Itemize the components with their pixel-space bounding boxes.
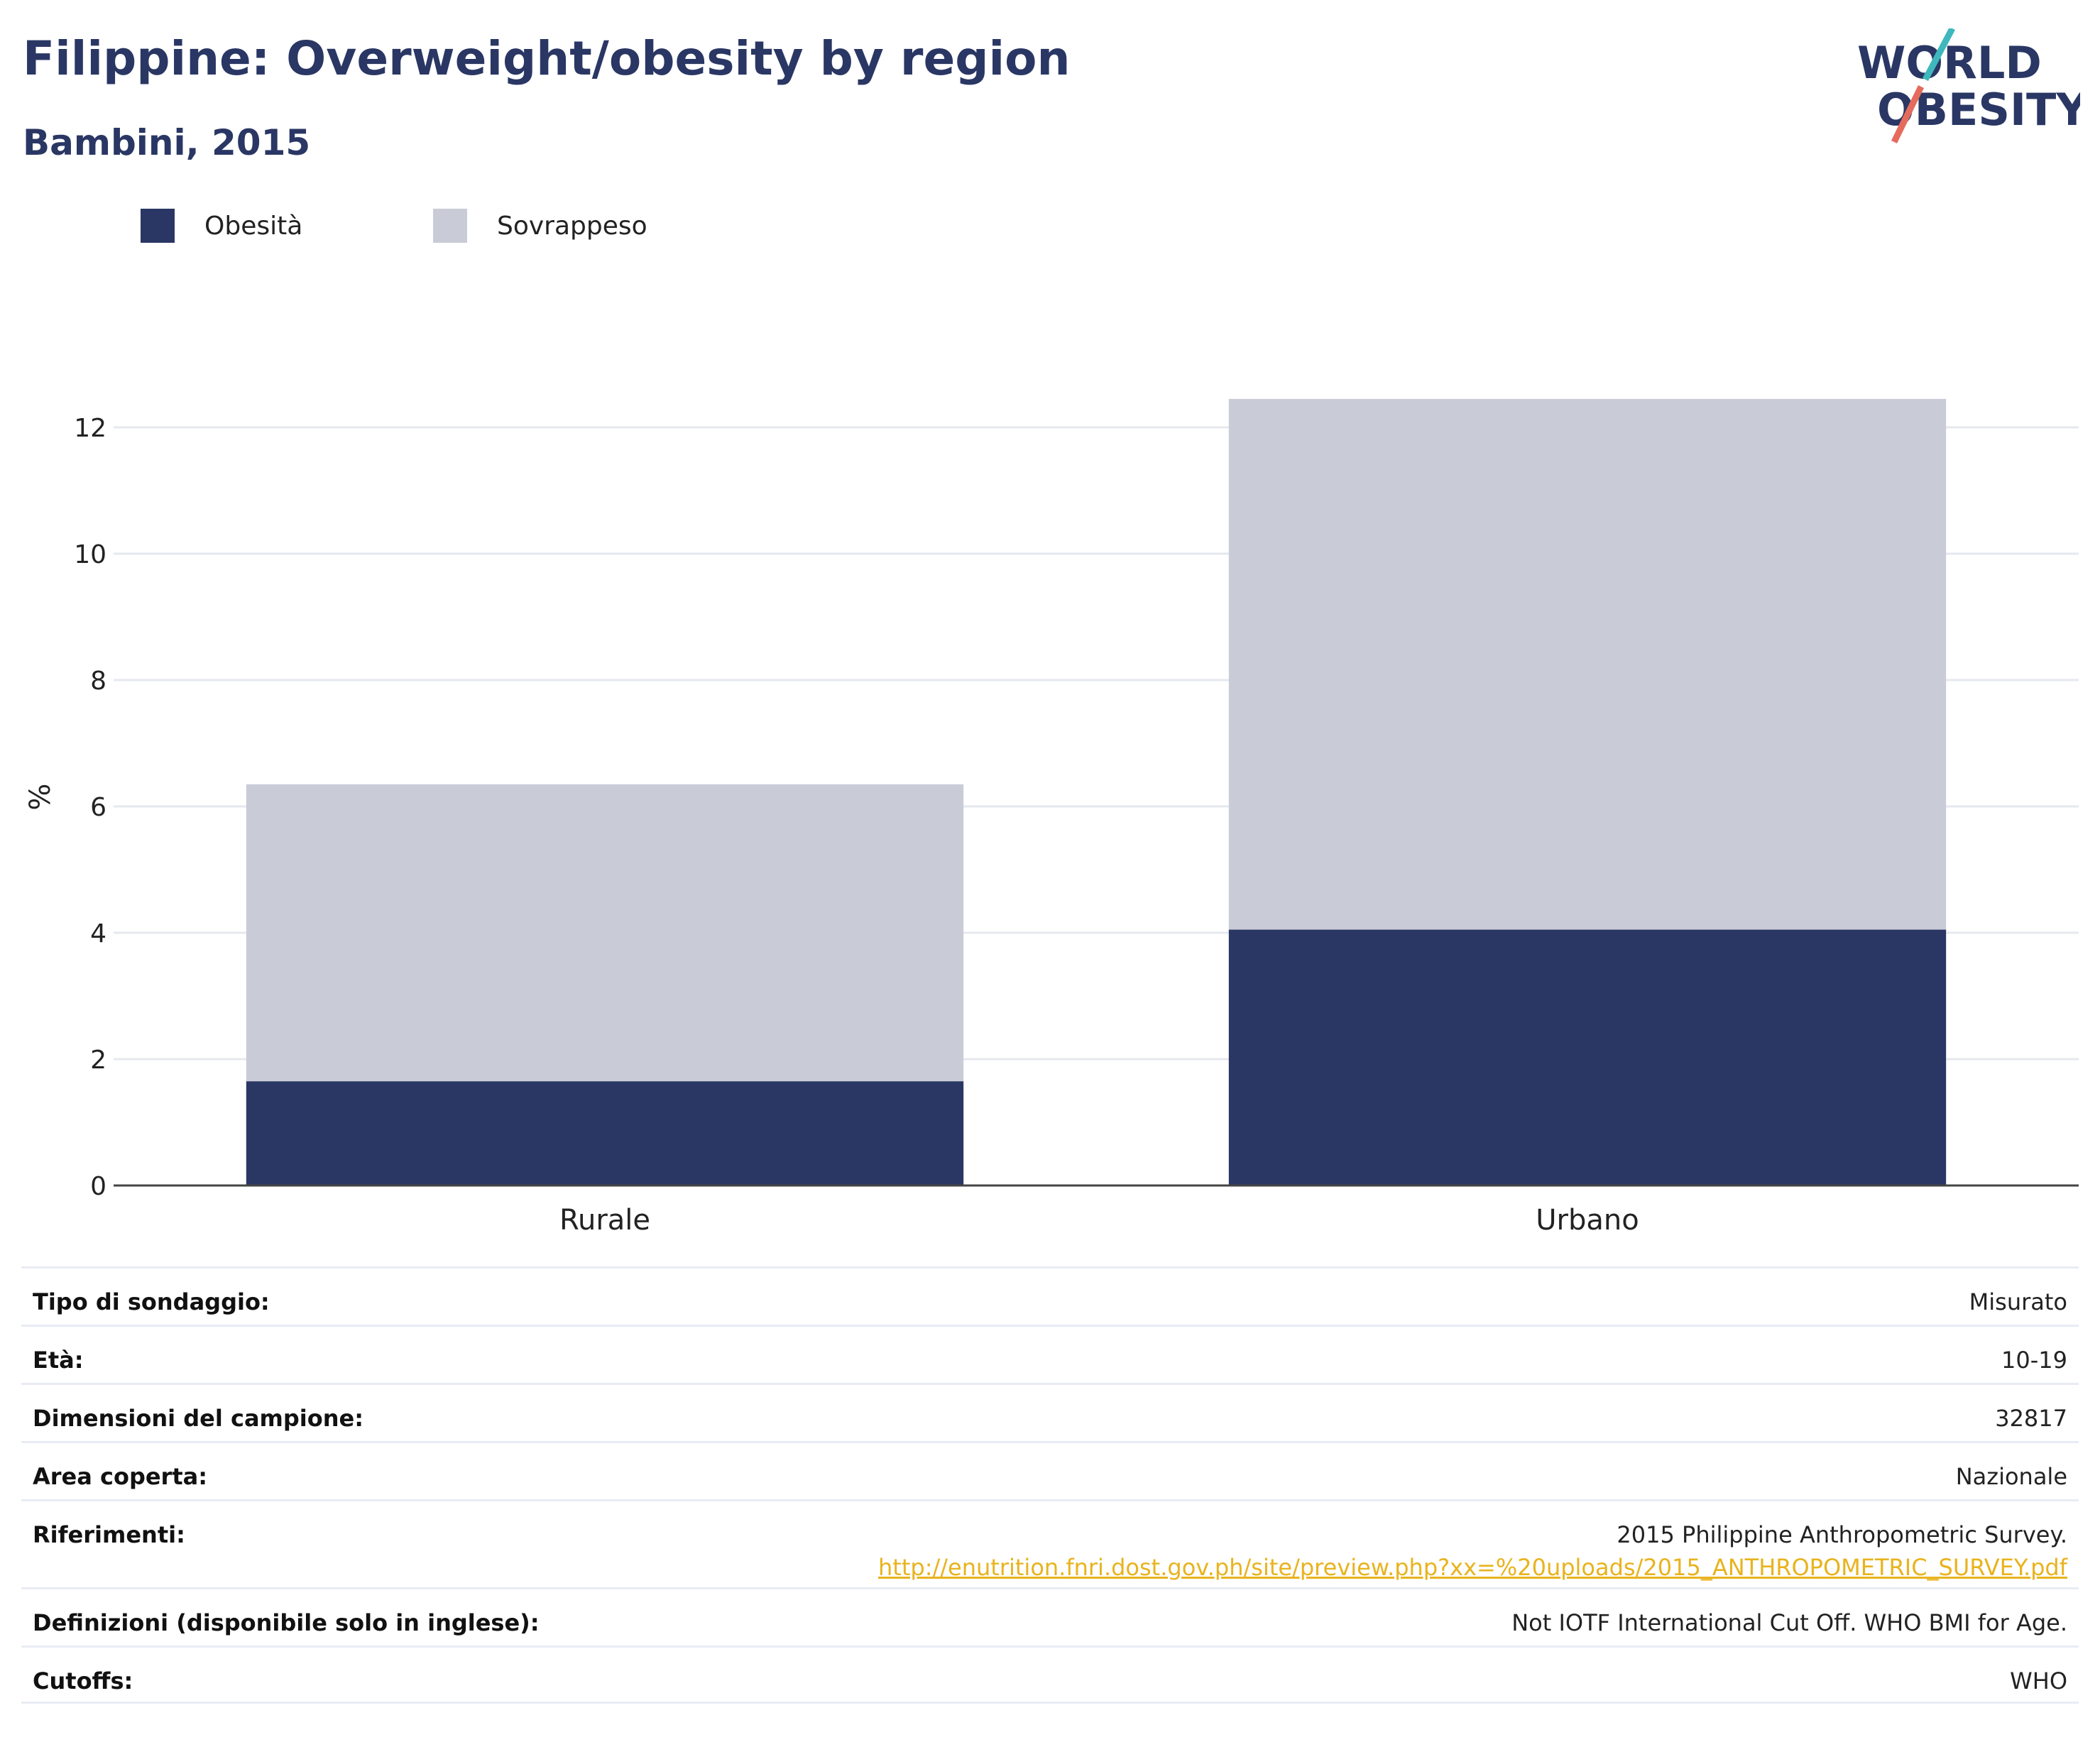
bar-overweight-rurale — [246, 784, 964, 1082]
legend-label-overweight: Sovrappeso — [497, 211, 647, 241]
info-key: Dimensioni del campione: — [33, 1405, 364, 1432]
info-row: Riferimenti: 2015 Philippine Anthropometr… — [21, 1499, 2079, 1587]
info-value: Not IOTF International Cut Off. WHO BMI … — [1511, 1609, 2067, 1636]
bar-obesity-urbano — [1228, 929, 1947, 1185]
chart-title: Filippine: Overweight/obesity by region — [23, 31, 1071, 86]
legend-label-obesity: Obesità — [204, 211, 303, 241]
info-key: Tipo di sondaggio: — [33, 1288, 270, 1315]
y-tick-label: 2 — [90, 1046, 106, 1075]
info-value: 32817 — [1995, 1405, 2067, 1432]
y-tick-label: 6 — [90, 793, 106, 822]
info-value: 10-19 — [2001, 1347, 2067, 1374]
info-value-text: 2015 Philippine Anthropometric Survey. — [1617, 1521, 2067, 1548]
reference-link[interactable]: http://enutrition.fnri.dost.gov.ph/site/… — [878, 1554, 2067, 1581]
info-row: Definizioni (disponibile solo in inglese… — [21, 1587, 2079, 1645]
info-value: Misurato — [1969, 1288, 2067, 1315]
x-tick-label: Urbano — [1536, 1204, 1639, 1237]
info-key: Riferimenti: — [33, 1521, 185, 1548]
world-obesity-logo: WORLD OBESITY — [1857, 28, 2080, 143]
svg-text:WORLD: WORLD — [1857, 37, 2042, 89]
info-key: Area coperta: — [33, 1463, 208, 1490]
y-tick-label: 10 — [74, 540, 106, 569]
legend-swatch-obesity — [141, 209, 175, 243]
info-table: Tipo di sondaggio: Misurato Età: 10-19 Dimen… — [21, 1266, 2079, 1704]
y-tick-label: 4 — [90, 919, 106, 948]
y-tick-label: 8 — [90, 667, 106, 696]
info-row: Dimensioni del campione: 32817 — [21, 1383, 2079, 1441]
info-value-text: WHO — [2010, 1667, 2067, 1694]
info-value: 2015 Philippine Anthropometric Survey. ht… — [878, 1521, 2067, 1581]
legend-swatch-overweight — [433, 209, 467, 243]
info-value-text: Nazionale — [1955, 1463, 2067, 1490]
info-row: Età: 10-19 — [21, 1325, 2079, 1383]
info-row: Area coperta: Nazionale — [21, 1441, 2079, 1499]
info-key: Età: — [33, 1347, 84, 1374]
legend-item-obesity[interactable]: Obesità — [141, 209, 302, 243]
chart-subtitle: Bambini, 2015 — [23, 122, 311, 163]
bar-chart: 0 2 4 6 8 10 12 Rurale Urbano% — [24, 398, 2079, 1237]
y-tick-label: 0 — [90, 1172, 106, 1201]
y-axis-label: % — [24, 784, 57, 811]
legend-item-overweight[interactable]: Sovrappeso — [433, 209, 647, 243]
info-row: Tipo di sondaggio: Misurato — [21, 1266, 2079, 1325]
info-value: Nazionale — [1956, 1463, 2067, 1490]
info-value-text: 10-19 — [2001, 1347, 2067, 1374]
bar-overweight-urbano — [1228, 398, 1947, 930]
info-value-text: Misurato — [1969, 1288, 2067, 1315]
info-value-text: 32817 — [1995, 1405, 2067, 1432]
info-key: Cutoffs: — [33, 1667, 133, 1694]
bar-obesity-rurale — [246, 1081, 964, 1185]
info-value: WHO — [2010, 1667, 2067, 1694]
y-tick-label: 12 — [74, 414, 106, 443]
info-value-text: Not IOTF International Cut Off. WHO BMI … — [1511, 1609, 2067, 1636]
info-key: Definizioni (disponibile solo in inglese… — [33, 1609, 540, 1636]
x-tick-label: Rurale — [559, 1204, 650, 1237]
info-row: Cutoffs: WHO — [21, 1645, 2079, 1704]
